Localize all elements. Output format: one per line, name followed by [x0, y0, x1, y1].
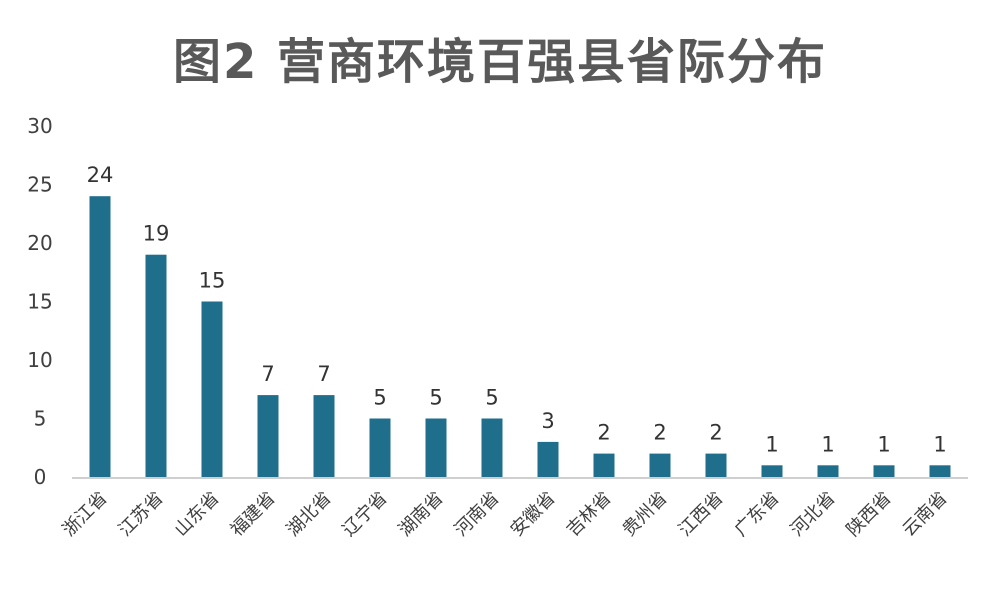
x-tick-label: 贵州省: [619, 488, 672, 541]
data-label: 2: [653, 421, 666, 445]
data-label: 2: [709, 421, 722, 445]
data-label: 7: [261, 362, 274, 386]
data-labels-group: 24 19 15 7 7 5 5 5 3 2 2 2 1 1 1 1: [87, 163, 947, 456]
bars-group: [89, 196, 951, 477]
x-tick-label: 辽宁省: [339, 488, 392, 541]
x-tick-label: 吉林省: [563, 488, 616, 541]
bar: [257, 395, 279, 477]
y-tick-label: 10: [27, 348, 52, 372]
x-tick-label: 广东省: [731, 488, 784, 541]
y-tick-label: 5: [34, 407, 47, 431]
data-label: 1: [821, 432, 834, 456]
bar: [649, 453, 671, 477]
bar: [929, 465, 951, 477]
bar: [705, 453, 727, 477]
x-tick-label: 福建省: [227, 488, 280, 541]
bar: [481, 418, 503, 477]
data-label: 15: [199, 269, 226, 293]
bar: [201, 301, 223, 477]
x-tick-label: 山东省: [171, 488, 224, 541]
x-tick-label: 河北省: [787, 488, 840, 541]
bar: [873, 465, 895, 477]
x-tick-label: 湖南省: [395, 488, 448, 541]
bar: [537, 441, 559, 477]
data-label: 5: [485, 386, 498, 410]
data-label: 1: [765, 432, 778, 456]
data-label: 7: [317, 362, 330, 386]
x-tick-label: 浙江省: [59, 488, 112, 541]
chart-title: 图2 营商环境百强县省际分布: [172, 34, 828, 90]
bar: [593, 453, 615, 477]
x-tick-label: 陕西省: [843, 488, 896, 541]
bar: [425, 418, 447, 477]
x-tick-label: 江苏省: [115, 488, 168, 541]
data-label: 19: [143, 222, 170, 246]
bar: [369, 418, 391, 477]
x-tick-label: 云南省: [899, 488, 952, 541]
data-label: 1: [877, 432, 890, 456]
bar: [817, 465, 839, 477]
bar: [89, 196, 111, 477]
data-label: 1: [933, 432, 946, 456]
data-label: 5: [429, 386, 442, 410]
y-tick-label: 0: [34, 465, 47, 489]
bar: [761, 465, 783, 477]
y-tick-label: 25: [27, 173, 52, 197]
y-tick-label: 20: [27, 231, 52, 255]
data-label: 2: [597, 421, 610, 445]
x-tick-label: 湖北省: [283, 488, 336, 541]
x-tick-label: 安徽省: [507, 488, 560, 541]
y-axis: 0 5 10 15 20 25 30: [27, 114, 52, 489]
data-label: 3: [541, 409, 554, 433]
x-tick-label: 河南省: [451, 488, 504, 541]
bar: [313, 395, 335, 477]
y-tick-label: 30: [27, 114, 52, 138]
x-tick-label: 江西省: [675, 488, 728, 541]
data-label: 24: [87, 163, 114, 187]
y-tick-label: 15: [27, 290, 52, 314]
data-label: 5: [373, 386, 386, 410]
bar: [145, 254, 167, 477]
category-labels-group: 浙江省 江苏省 山东省 福建省 湖北省 辽宁省 湖南省 河南省 安徽省 吉林省 贵州省 江西省 广东省河…: [59, 488, 952, 541]
